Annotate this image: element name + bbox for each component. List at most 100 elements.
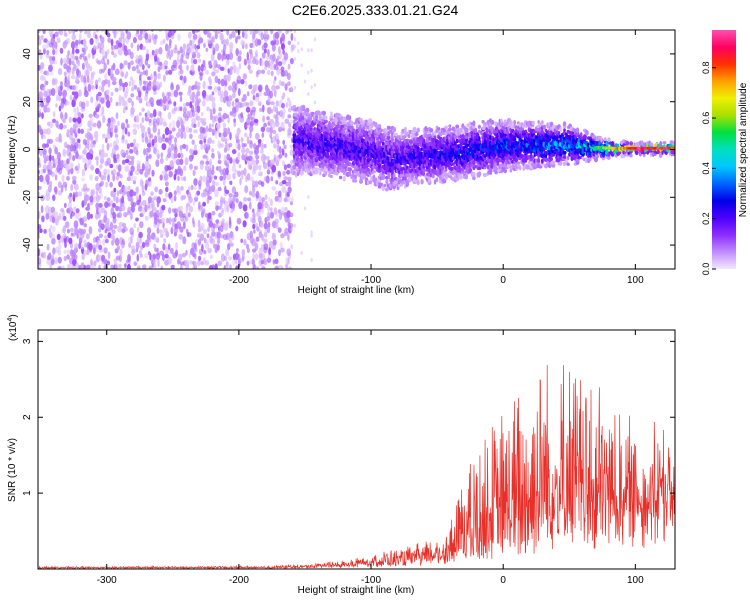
spectrogram-cell [516,161,521,165]
spectrogram-cell [269,64,274,71]
spectrogram-cell [126,176,131,182]
spectrogram-cell [236,217,242,225]
spectrogram-cell [146,110,151,119]
spectrogram-cell [138,200,143,209]
spectrogram-cell [187,186,191,191]
spectrogram-cell [566,162,570,166]
spectrogram-cell [177,165,181,171]
spectrogram-cell [242,93,247,102]
spectrogram-cell [159,81,163,87]
spectrogram-cell [248,49,253,55]
spectrogram-cell [330,111,333,116]
spectrogram-cell [235,30,239,33]
spectrogram-cell [310,68,313,73]
spectrogram-cell [126,143,130,150]
spectrogram-cell [89,133,94,141]
spectrogram-cell [562,150,567,155]
spectrogram-cell [287,176,292,182]
spectrogram-cell [71,74,76,80]
spectrogram-cell [290,86,293,90]
spectrogram-cell [212,179,216,187]
spectrogram-cell [200,204,204,212]
spectrogram-cell [213,59,218,68]
spectrogram-cell [116,190,120,197]
spectrogram-cell [258,171,263,177]
spectrogram-cell [50,206,56,213]
spectrogram-cell [603,137,607,142]
spectrogram-cell [62,215,67,221]
spectrogram-cell [153,50,158,57]
spectrogram-cell [76,106,79,114]
spectrogram-cell [293,119,296,124]
spectrogram-cell [205,47,209,52]
spectrogram-cell [171,120,176,128]
spectrogram-cell [303,79,307,84]
spectrogram-cell [266,34,270,40]
spectrogram-cell [229,264,232,269]
spectrogram-cell [205,69,209,75]
spectrogram-cell [180,176,185,182]
spectrogram-cell [195,48,198,54]
spectrogram-cell [56,164,61,173]
spectrogram-cell [97,195,102,200]
spectrogram-cell [173,101,177,107]
spectrogram-cell [237,143,241,151]
spectrogram-cell [290,244,294,250]
spectrogram-cell [155,159,160,168]
spectrogram-cell [138,194,142,203]
spectrogram-cell [117,225,122,233]
spectrogram-cell [94,114,100,119]
spectrogram-cell [228,100,232,108]
spectrogram-cell [252,208,255,213]
spectrogram-cell [282,107,286,115]
spectrogram-cell [381,141,385,146]
spectrogram-cell [60,235,64,244]
spectrogram-cell [501,125,506,131]
spectrogram-cell [262,238,268,244]
spectrogram-cell [263,143,267,149]
spectrogram-cell [178,91,183,96]
spectrogram-cell [390,136,394,143]
spectrogram-cell [179,168,184,177]
spectrogram-cell [207,137,212,145]
spectrogram-cell [240,39,246,46]
spectrogram-cell [179,145,183,150]
spectrogram-cell [180,117,183,126]
spectrogram-cell [141,117,145,123]
spectrogram-cell [109,181,113,188]
spectrogram-cell [83,147,87,156]
spectrogram-cell [514,157,519,163]
spectrogram-cell [59,207,65,213]
spectrogram-cell [180,186,184,191]
spectrogram-cell [63,30,67,34]
spectrogram-cell [105,181,109,188]
spectrogram-cell [266,69,271,76]
spectrogram-cell [97,42,102,49]
spectrogram-cell [208,85,213,90]
spectrogram-cell [106,58,110,66]
spectrogram-cell [280,247,285,253]
spectrogram-cell [77,155,82,160]
spectrogram-y-tick-label: 0 [22,146,33,152]
spectrogram-cell [72,258,77,266]
spectrogram-cell [84,30,88,35]
spectrogram-cell [283,164,287,171]
spectrogram-cell [163,38,166,44]
spectrogram-cell [162,133,165,139]
spectrogram-x-tick-label: 0 [500,275,506,286]
spectrogram-cell [129,171,133,176]
spectrogram-cell [174,106,178,112]
spectrogram-cell [190,104,195,113]
spectrogram-cell [148,118,152,123]
spectrogram-cell [101,68,105,73]
spectrogram-cell [74,112,79,119]
spectrogram-cell [106,217,110,225]
spectrogram-cell [47,252,52,261]
spectrogram-cell [211,123,215,128]
spectrogram-cell [175,84,180,91]
spectrogram-cell [75,208,80,214]
spectrogram-cell [269,211,275,219]
spectrogram-cell [266,225,271,234]
spectrogram-cell [45,174,50,183]
spectrogram-cell [142,85,147,91]
